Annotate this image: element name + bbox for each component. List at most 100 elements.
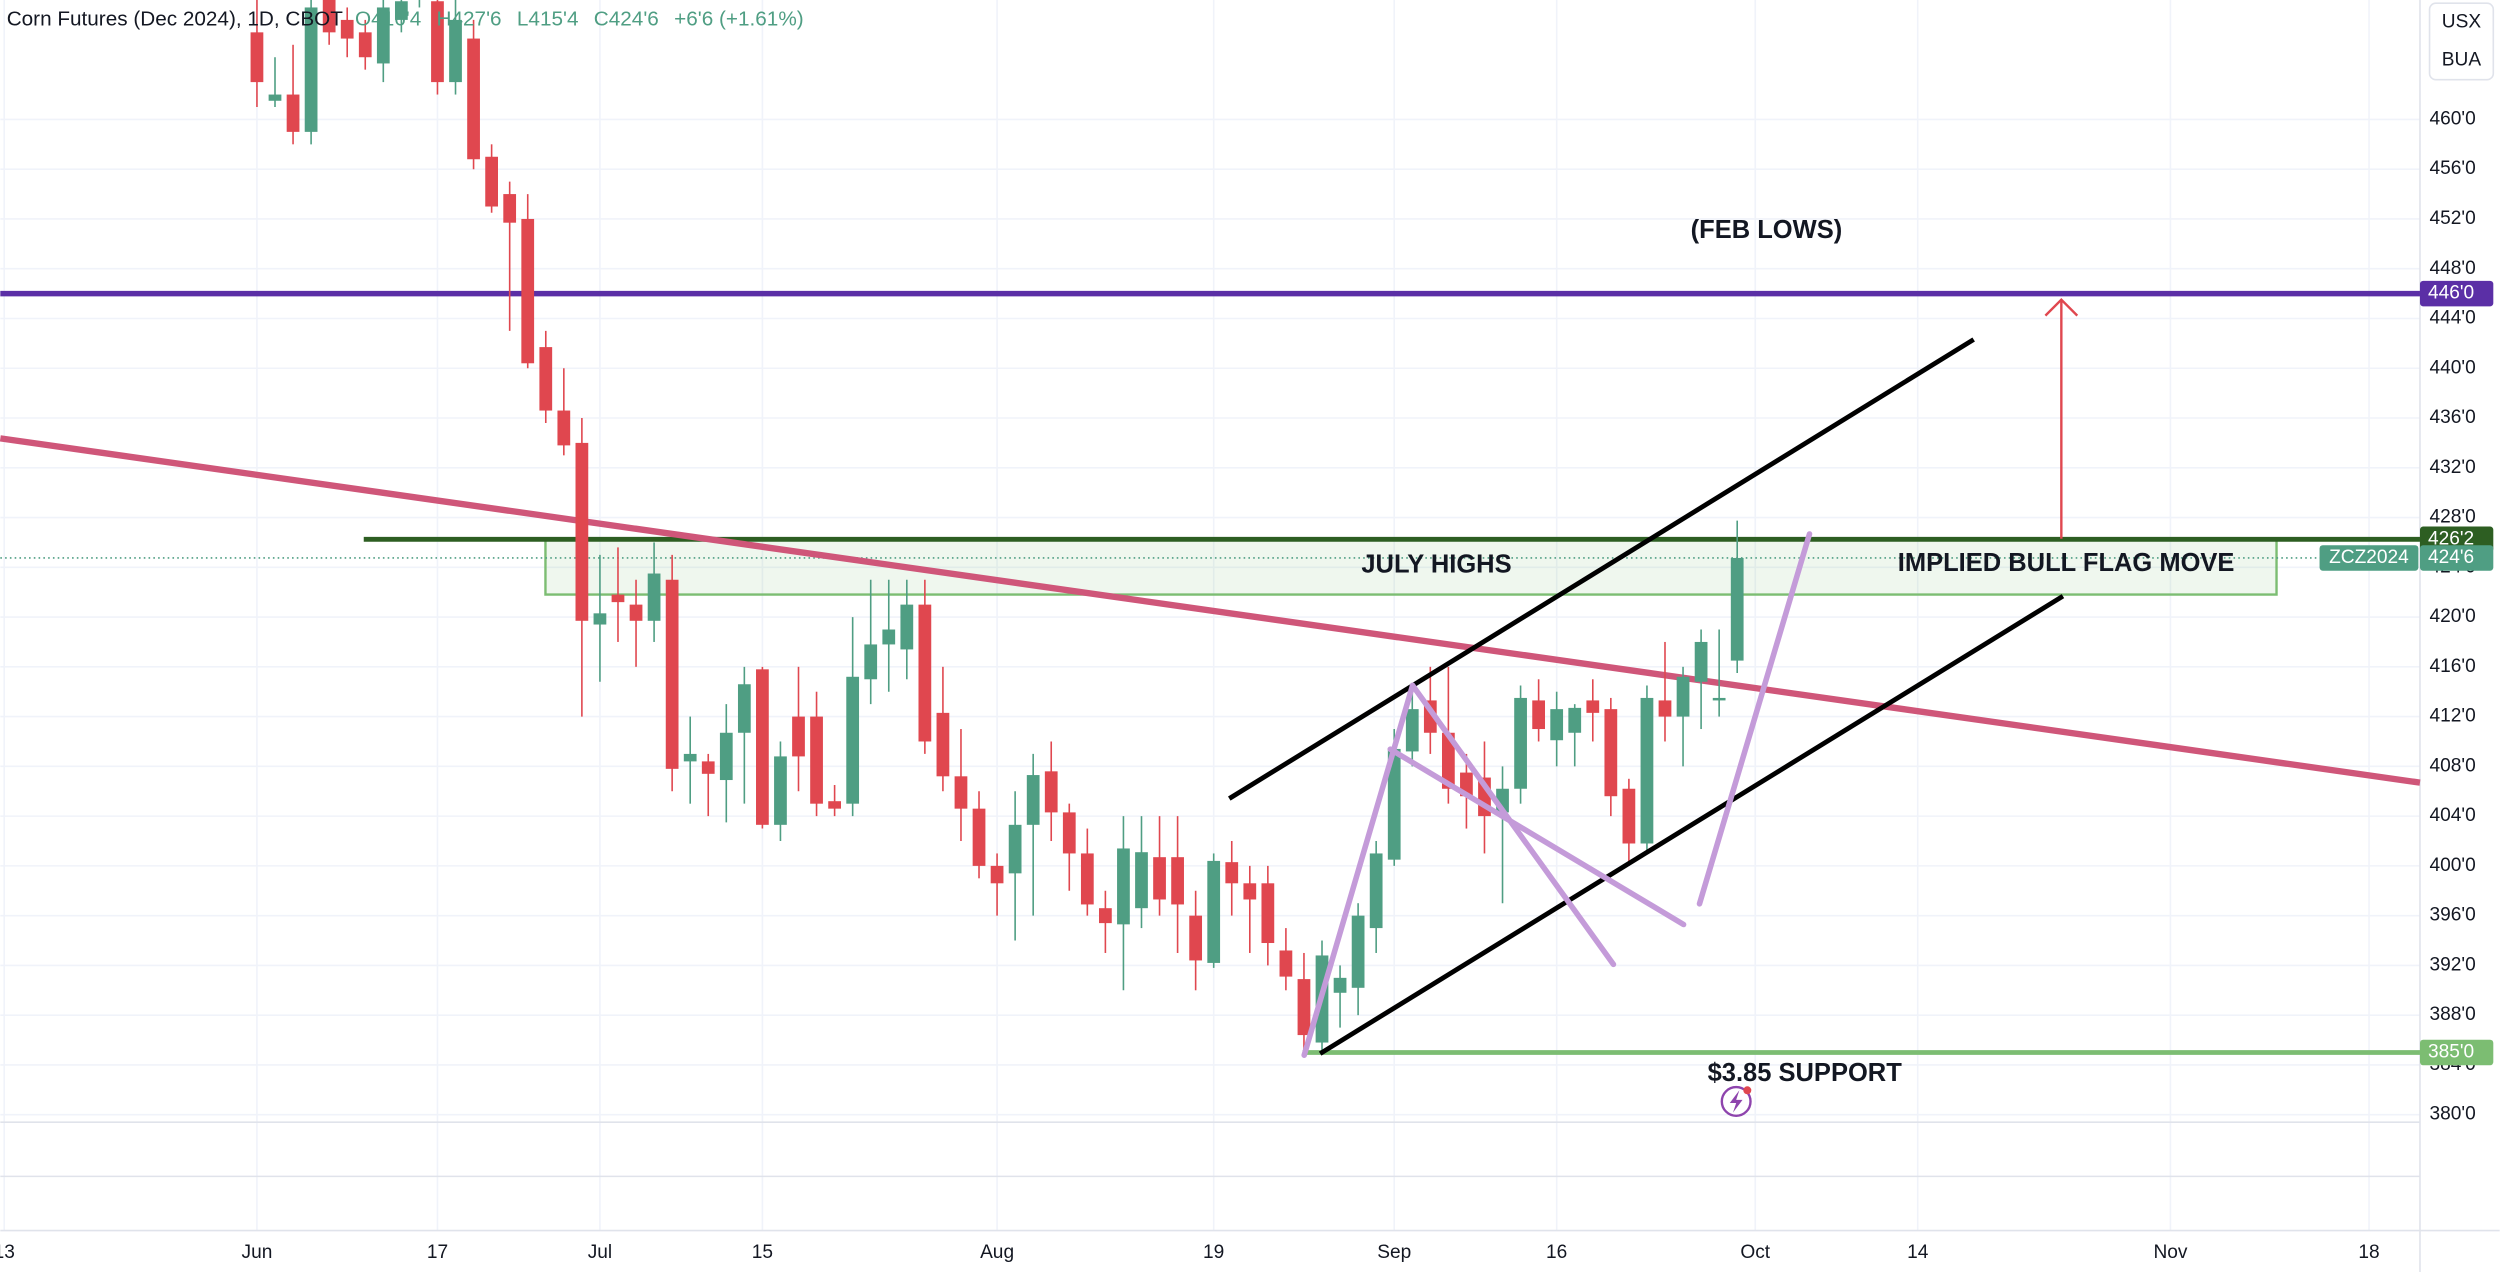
- july-highs-box: [544, 537, 2278, 596]
- x-tick-label: 17: [427, 1242, 448, 1263]
- candle-body: [828, 801, 841, 809]
- candle-body: [557, 410, 571, 446]
- candle-body: [918, 604, 932, 742]
- candle-body: [1441, 732, 1455, 789]
- y-tick-label: 412'0: [2430, 706, 2476, 727]
- candle-body: [1080, 853, 1094, 905]
- candle-body: [1333, 977, 1347, 993]
- x-tick-label: 18: [2358, 1242, 2379, 1263]
- event-dot: [1743, 1086, 1752, 1095]
- x-tick-label: Aug: [980, 1242, 1014, 1263]
- channel-upper: [1228, 337, 1975, 801]
- candle-body: [467, 38, 480, 160]
- candle-body: [972, 808, 986, 866]
- x-tick-label: Nov: [2153, 1242, 2187, 1263]
- flag-lines: [1301, 531, 1813, 1059]
- price-badge-label: 424'6: [2428, 547, 2474, 568]
- candle-body: [737, 684, 751, 733]
- y-tick-label: 460'0: [2430, 108, 2476, 129]
- header-change: +6'6 (+1.61%): [674, 8, 804, 31]
- candle-body: [1279, 950, 1293, 977]
- price-badge: [2419, 1039, 2494, 1066]
- candle-body: [810, 716, 823, 804]
- price-badge-label: 446'0: [2428, 283, 2474, 304]
- y-tick-label: 380'0: [2430, 1104, 2476, 1125]
- candle-body: [1351, 915, 1365, 988]
- symbol-badge: [2319, 545, 2419, 571]
- price-badge-label: 385'0: [2428, 1042, 2474, 1063]
- candle-body: [340, 19, 354, 39]
- event-icon[interactable]: [1720, 1085, 1752, 1117]
- candle-body: [322, 0, 336, 33]
- candle-body: [1622, 788, 1636, 844]
- annotation: (FEB LOWS): [1691, 216, 1843, 244]
- candle-body: [376, 7, 390, 64]
- candle-body: [1261, 883, 1275, 944]
- y-tick-label: 448'0: [2430, 258, 2476, 279]
- candle-body: [1586, 700, 1600, 713]
- candle-body: [792, 716, 805, 757]
- candle-body: [1171, 857, 1184, 905]
- y-tick-label: 444'0: [2430, 308, 2476, 329]
- candle-body: [521, 218, 535, 364]
- price-badge: [2419, 280, 2494, 307]
- candle-body: [1243, 883, 1257, 900]
- candle-body: [304, 7, 318, 132]
- annotation: JULY HIGHS: [1361, 551, 1511, 579]
- candle-body: [900, 604, 914, 650]
- candle-body: [1712, 697, 1726, 701]
- currency[interactable]: USX: [2442, 11, 2482, 32]
- candle-body: [1532, 700, 1546, 730]
- candle-body: [593, 613, 607, 625]
- candle-body: [575, 442, 589, 621]
- candles: [250, 0, 1744, 1053]
- x-tick-label: 16: [1546, 1242, 1567, 1263]
- candle-body: [1568, 707, 1582, 733]
- x-tick-label: Sep: [1377, 1242, 1411, 1263]
- candle-body: [774, 756, 787, 825]
- y-tick-label: 456'0: [2430, 158, 2476, 179]
- y-tick-label: 392'0: [2430, 954, 2476, 975]
- y-tick-label: 388'0: [2430, 1004, 2476, 1025]
- header-open: O416'4: [355, 8, 421, 31]
- annotation: $3.85 SUPPORT: [1708, 1059, 1903, 1087]
- x-tick-label: 13: [0, 1242, 15, 1263]
- y-tick-label: 396'0: [2430, 905, 2476, 926]
- candle-body: [539, 347, 553, 411]
- x-tick-label: 15: [752, 1242, 773, 1263]
- y-tick-label: 436'0: [2430, 407, 2476, 428]
- candle-body: [503, 194, 517, 223]
- candle-body: [1117, 848, 1130, 925]
- candle-body: [268, 94, 282, 101]
- candle-body: [1387, 748, 1401, 860]
- header-close: C424'6: [594, 8, 659, 31]
- y-tick-label: 408'0: [2430, 755, 2476, 776]
- candle-body: [394, 1, 408, 20]
- candle-body: [1604, 709, 1618, 797]
- candle-body: [701, 761, 715, 774]
- y-tick-label: 432'0: [2430, 457, 2476, 478]
- x-tick-label: 14: [1907, 1242, 1929, 1263]
- candle-body: [1135, 852, 1148, 909]
- candle-body: [1008, 824, 1022, 874]
- candle-body: [990, 865, 1004, 884]
- candle-body: [286, 94, 300, 132]
- candle-body: [665, 579, 679, 769]
- candle-body: [1099, 908, 1112, 924]
- candle-body: [1658, 700, 1672, 717]
- unit-box[interactable]: [2428, 2, 2495, 81]
- time-axis: 13 Jun 17 Jul 15 Aug 19 Sep 16 Oct 14 Nov 18: [0, 1242, 2380, 1263]
- candle-body: [1730, 557, 1744, 661]
- candle-body: [431, 1, 444, 83]
- move-arrow: [2044, 297, 2079, 539]
- candle-body: [1514, 697, 1527, 789]
- price-axis: 380'0384'0388'0392'0396'0400'0404'0408'0…: [2430, 108, 2476, 1124]
- candle-body: [250, 32, 264, 83]
- channel: [1228, 337, 2065, 1056]
- candle-body: [1153, 857, 1166, 900]
- y-tick-label: 400'0: [2430, 855, 2476, 876]
- header: Corn Futures (Dec 2024), 1D, CBOT O416'4…: [7, 8, 804, 31]
- symbol-label: ZCZ2024: [2329, 547, 2409, 568]
- candle-body: [846, 676, 860, 804]
- unit[interactable]: BUA: [2442, 50, 2482, 71]
